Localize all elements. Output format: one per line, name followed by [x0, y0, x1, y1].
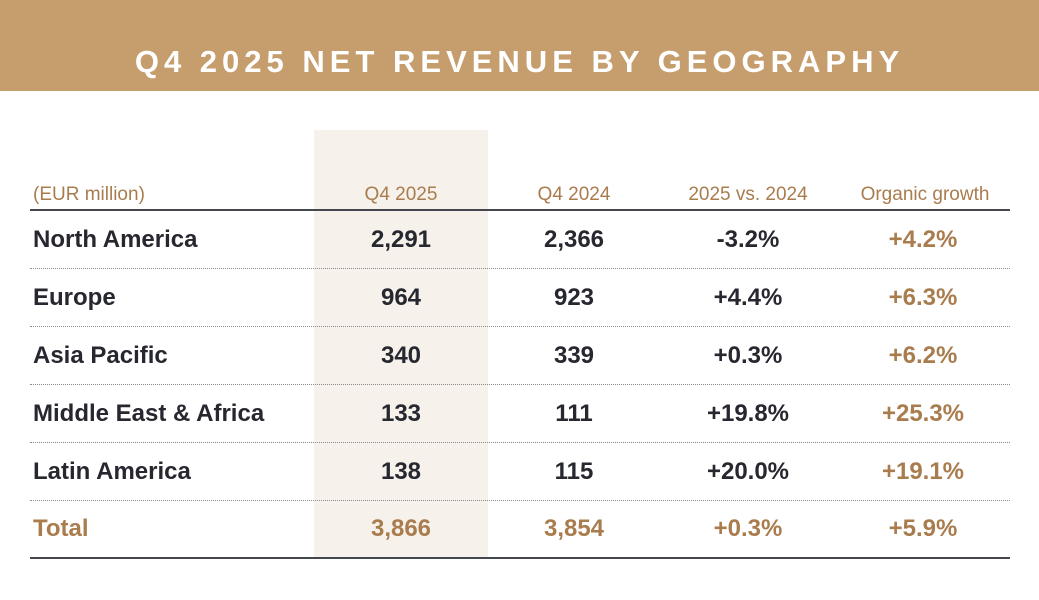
change-value: +19.8% [706, 399, 790, 427]
q4-2024-value: 2,366 [543, 225, 605, 253]
organic-growth-value: +4.2% [888, 225, 958, 253]
region-name: Middle East & Africa [33, 399, 265, 427]
revenue-table: (EUR million) Q4 2025 Q4 2024 2025 vs. 2… [30, 176, 1010, 559]
table-row: Latin America 138 115 +20.0% +19.1% [30, 443, 1010, 501]
total-organic-growth-value: +5.9% [888, 515, 958, 542]
organic-growth-value: +6.3% [888, 283, 958, 311]
table-row: Europe 964 923 +4.4% +6.3% [30, 269, 1010, 327]
table-total-row: Total 3,866 3,854 +0.3% +5.9% [30, 501, 1010, 559]
q4-2025-value: 138 [380, 457, 422, 485]
column-header-change: 2025 vs. 2024 [688, 184, 808, 205]
change-value: +20.0% [706, 457, 790, 485]
table-row: Middle East & Africa 133 111 +19.8% +25.… [30, 385, 1010, 443]
region-name: North America [33, 225, 198, 253]
q4-2025-value: 2,291 [370, 225, 432, 253]
total-q4-2025-value: 3,866 [370, 515, 432, 542]
total-change-value: +0.3% [713, 515, 783, 542]
table-row: North America 2,291 2,366 -3.2% +4.2% [30, 211, 1010, 269]
q4-2024-value: 115 [554, 457, 594, 485]
table-row: Asia Pacific 340 339 +0.3% +6.2% [30, 327, 1010, 385]
change-value: +4.4% [713, 283, 783, 311]
q4-2025-value: 964 [380, 283, 422, 311]
q4-2024-value: 339 [553, 341, 595, 369]
page-title: Q4 2025 NET REVENUE BY GEOGRAPHY [134, 44, 905, 79]
region-name: Asia Pacific [33, 341, 168, 369]
change-value: +0.3% [713, 341, 783, 369]
total-q4-2024-value: 3,854 [543, 515, 605, 542]
q4-2025-value: 133 [380, 399, 422, 427]
change-value: -3.2% [716, 225, 780, 253]
table-header-row: (EUR million) Q4 2025 Q4 2024 2025 vs. 2… [30, 176, 1010, 211]
column-header-q4-2025: Q4 2025 [364, 184, 438, 205]
region-name: Latin America [33, 457, 191, 485]
column-header-q4-2024: Q4 2024 [537, 184, 611, 205]
organic-growth-value: +25.3% [881, 399, 965, 427]
q4-2024-value: 923 [553, 283, 595, 311]
q4-2024-value: 111 [555, 399, 593, 427]
organic-growth-value: +19.1% [881, 457, 965, 485]
title-banner: Q4 2025 NET REVENUE BY GEOGRAPHY [0, 0, 1039, 91]
organic-growth-value: +6.2% [888, 341, 958, 369]
column-header-unit: (EUR million) [33, 184, 145, 205]
q4-2025-column-highlight [314, 130, 488, 557]
column-header-organic-growth: Organic growth [860, 184, 990, 205]
region-name: Europe [33, 283, 116, 311]
q4-2025-value: 340 [380, 341, 422, 369]
total-label: Total [33, 515, 89, 542]
